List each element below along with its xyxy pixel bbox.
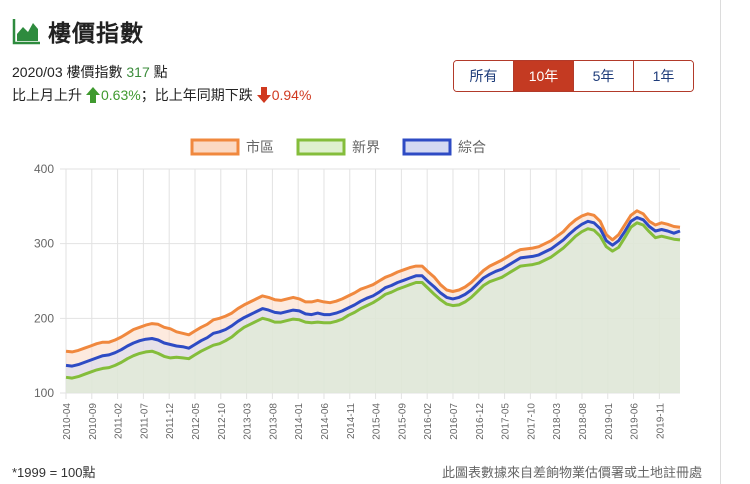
tab-1y[interactable]: 1年 <box>633 61 693 91</box>
page-title: 樓價指數 <box>48 20 144 46</box>
x-tick-label: 2013-03 <box>243 403 254 440</box>
y-tick-label: 300 <box>34 237 54 251</box>
mom-value: 0.63% <box>101 87 141 103</box>
yoy-text: 比上年同期下跌 <box>154 87 253 103</box>
x-tick-label: 2014-01 <box>294 403 305 440</box>
x-tick-label: 2010-04 <box>62 403 73 440</box>
x-tick-label: 2012-10 <box>217 403 228 440</box>
range-tabs: 所有 10年 5年 1年 <box>453 60 694 92</box>
x-tick-label: 2014-11 <box>346 403 357 439</box>
x-tick-label: 2018-08 <box>578 403 589 440</box>
x-tick-label: 2015-04 <box>372 403 383 440</box>
x-tick-label: 2010-09 <box>88 403 99 440</box>
tab-10y[interactable]: 10年 <box>513 61 573 91</box>
series-area <box>66 222 680 393</box>
x-tick-label: 2011-07 <box>139 403 150 439</box>
y-tick-label: 200 <box>34 311 54 325</box>
x-tick-label: 2017-10 <box>526 403 537 440</box>
x-tick-label: 2016-12 <box>475 403 486 440</box>
page-header: 樓價指數 <box>12 14 144 48</box>
x-tick-label: 2019-01 <box>604 403 615 440</box>
index-value: 317 <box>126 64 150 80</box>
x-tick-label: 2019-11 <box>655 403 666 439</box>
index-label: 樓價指數 <box>66 64 123 80</box>
base-note: *1999 = 100點 <box>12 465 96 480</box>
y-tick-label: 400 <box>34 162 54 176</box>
change-summary: 比上月上升 0.63% ； 比上年同期下跌 0.94% <box>12 85 311 105</box>
area-chart-icon <box>12 19 40 45</box>
mom-text: 比上月上升 <box>12 87 82 103</box>
arrow-down-icon <box>256 87 271 103</box>
legend-swatch <box>296 138 346 156</box>
legend-label: 市區 <box>246 139 274 155</box>
legend-label: 綜合 <box>458 139 486 155</box>
yoy-value: 0.94% <box>271 87 312 103</box>
separator: ； <box>140 87 155 103</box>
data-source: 此圖表數據來自差餉物業估價署或土地註冊處 <box>441 465 702 480</box>
price-index-chart: 100 200 300 400 2010-04 2010-09 2011-02 2011-07… <box>34 138 681 440</box>
index-summary: 2020/03 樓價指數 317 點 <box>12 62 168 82</box>
x-tick-label: 2017-05 <box>501 403 512 440</box>
x-tick-label: 2016-02 <box>423 403 434 440</box>
period: 2020/03 <box>12 64 63 80</box>
x-tick-label: 2013-08 <box>268 403 279 440</box>
panel-border <box>720 0 721 484</box>
x-tick-label: 2012-05 <box>191 403 202 440</box>
index-unit: 點 <box>153 64 168 80</box>
series-line <box>65 221 681 380</box>
x-tick-label: 2011-02 <box>114 403 125 439</box>
x-tick-label: 2018-03 <box>552 403 563 440</box>
legend-swatch <box>402 138 452 156</box>
series-line <box>65 216 681 368</box>
legend-label: 新界 <box>352 139 380 155</box>
x-tick-label: 2019-06 <box>630 403 641 440</box>
tab-all[interactable]: 所有 <box>454 61 513 91</box>
tab-5y[interactable]: 5年 <box>573 61 633 91</box>
x-tick-label: 2015-09 <box>397 403 408 440</box>
legend-swatch <box>190 138 240 156</box>
y-tick-label: 100 <box>34 386 54 400</box>
series-line <box>65 209 681 354</box>
x-tick-label: 2016-07 <box>449 403 460 440</box>
arrow-up-icon <box>86 87 100 103</box>
x-tick-label: 2014-06 <box>320 403 331 440</box>
x-tick-label: 2011-12 <box>165 403 176 439</box>
